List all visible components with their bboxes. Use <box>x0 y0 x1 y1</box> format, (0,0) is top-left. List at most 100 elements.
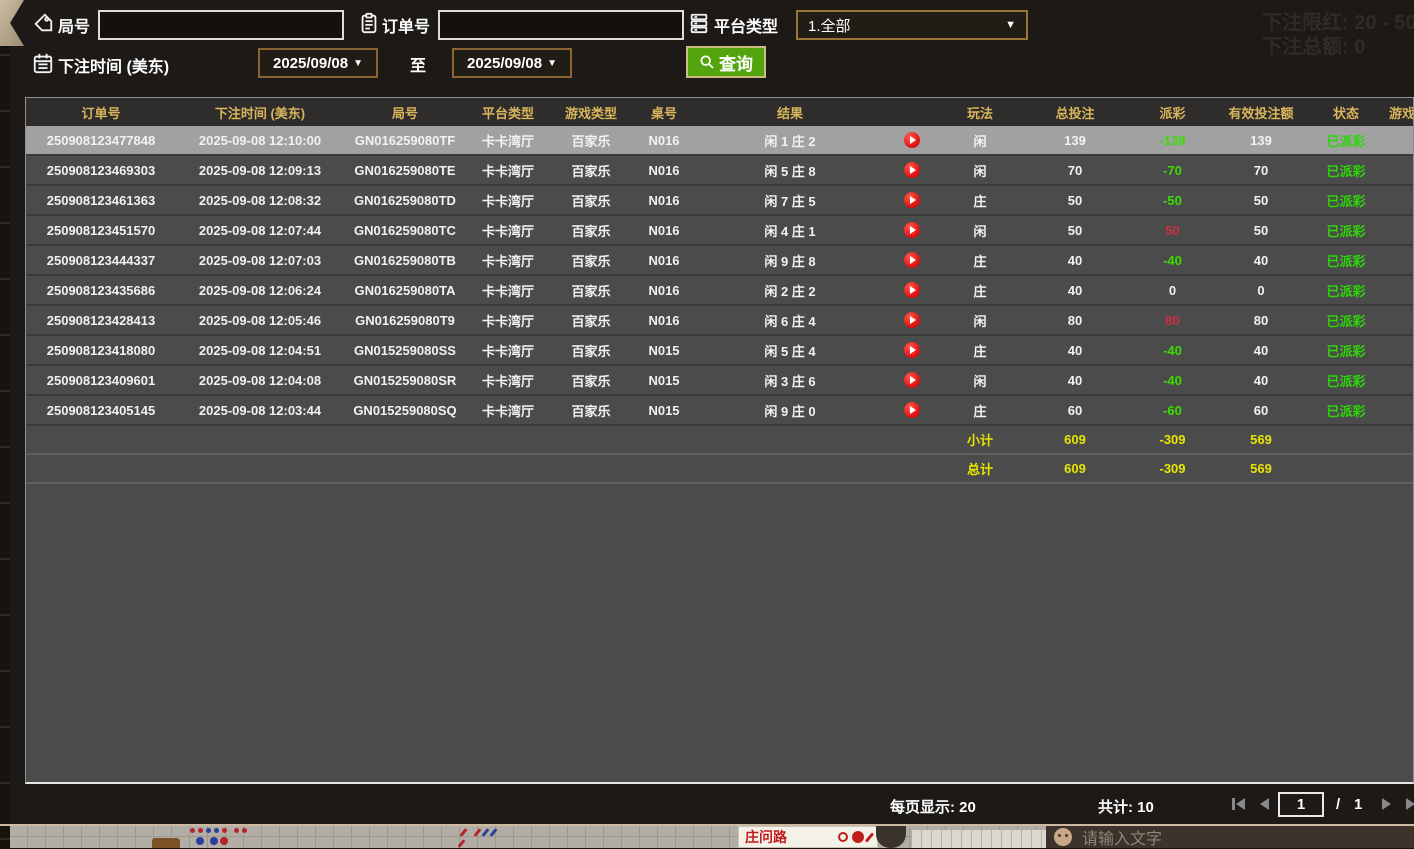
total-bet-cell: 50 <box>1067 222 1083 238</box>
payout-cell: -70 <box>1163 162 1182 178</box>
last-page-icon <box>1406 798 1414 810</box>
status-cell: 已派彩 <box>1326 373 1366 389</box>
replay-play-button[interactable] <box>904 252 920 268</box>
tag-icon <box>34 13 53 32</box>
replay-play-button[interactable] <box>904 162 920 178</box>
replay-play-button[interactable] <box>904 192 920 208</box>
table-row[interactable]: 250908123428413 2025-09-08 12:05:46 GN01… <box>26 306 1413 336</box>
table-no-cell: N015 <box>648 402 680 418</box>
replay-play-button[interactable] <box>904 402 920 418</box>
chat-input-bar[interactable]: 请输入文字 <box>1046 826 1414 848</box>
replay-play-button[interactable] <box>904 282 920 298</box>
play-type-cell: 庄 <box>973 253 987 269</box>
col-header: 有效投注额 <box>1228 105 1294 121</box>
subtotal-total: 609 <box>1064 432 1086 447</box>
table-body: 250908123477848 2025-09-08 12:10:00 GN01… <box>26 126 1413 426</box>
result-cell: 闲 4 庄 1 <box>764 223 816 239</box>
valid-bet-cell: 0 <box>1257 282 1265 298</box>
table-row[interactable]: 250908123418080 2025-09-08 12:04:51 GN01… <box>26 336 1413 366</box>
mini-roadmap-grid <box>912 830 1046 848</box>
col-header: 平台类型 <box>481 105 534 121</box>
col-header: 状态 <box>1332 105 1359 121</box>
first-page-icon <box>1236 798 1245 810</box>
valid-bet-cell: 60 <box>1253 402 1269 418</box>
result-cell: 闲 2 庄 2 <box>764 283 816 299</box>
chevron-down-icon: ▼ <box>1005 19 1016 31</box>
page-number-input[interactable] <box>1278 792 1324 817</box>
last-page-button[interactable] <box>1406 798 1414 810</box>
play-icon <box>910 316 916 324</box>
table-row[interactable]: 250908123409601 2025-09-08 12:04:08 GN01… <box>26 366 1413 396</box>
round-no-cell: GN016259080TC <box>354 222 456 238</box>
result-cell: 闲 1 庄 2 <box>764 133 816 149</box>
replay-play-button[interactable] <box>904 342 920 358</box>
prev-page-button[interactable] <box>1260 798 1269 810</box>
grand-total-row: 总计 609 -309 569 <box>26 455 1413 484</box>
status-cell: 已派彩 <box>1326 223 1366 239</box>
order-no-cell: 250908123435686 <box>46 282 156 298</box>
table-row[interactable]: 250908123469303 2025-09-08 12:09:13 GN01… <box>26 156 1413 186</box>
valid-bet-cell: 50 <box>1253 222 1269 238</box>
result-cell: 闲 9 庄 8 <box>764 253 816 269</box>
order-no-cell: 250908123451570 <box>46 222 156 238</box>
table-row[interactable]: 250908123477848 2025-09-08 12:10:00 GN01… <box>26 126 1413 156</box>
status-cell: 已派彩 <box>1326 313 1366 329</box>
game-type-cell: 百家乐 <box>571 283 611 299</box>
next-page-icon <box>1382 798 1391 810</box>
play-type-cell: 闲 <box>973 163 987 179</box>
prev-page-icon <box>1260 798 1269 810</box>
play-icon <box>910 256 916 264</box>
result-cell: 闲 9 庄 0 <box>764 403 816 419</box>
replay-play-button[interactable] <box>904 132 920 148</box>
page-size-text: 每页显示: 20 <box>890 799 976 816</box>
platform-type-select[interactable]: 1.全部 ▼ <box>796 10 1028 40</box>
date-from-picker[interactable]: 2025/09/08 ▼ <box>258 48 378 78</box>
play-type-cell: 闲 <box>973 133 987 149</box>
table-row[interactable]: 250908123461363 2025-09-08 12:08:32 GN01… <box>26 186 1413 216</box>
play-icon <box>910 196 916 204</box>
subtotal-payout: -309 <box>1159 432 1186 447</box>
table-no-cell: N016 <box>648 282 680 298</box>
table-row[interactable]: 250908123435686 2025-09-08 12:06:24 GN01… <box>26 276 1413 306</box>
play-icon <box>910 166 916 174</box>
status-cell: 已派彩 <box>1326 253 1366 269</box>
date-to-picker[interactable]: 2025/09/08 ▼ <box>452 48 572 78</box>
table-no-cell: N015 <box>648 372 680 388</box>
game-mode-cell: - <box>1385 223 1414 238</box>
table-row[interactable]: 250908123444337 2025-09-08 12:07:03 GN01… <box>26 246 1413 276</box>
avatar-circle <box>876 826 906 848</box>
first-page-button[interactable] <box>1232 798 1245 810</box>
next-page-button[interactable] <box>1382 798 1391 810</box>
game-mode-cell: - <box>1385 343 1414 358</box>
replay-play-button[interactable] <box>904 312 920 328</box>
col-header: 玩法 <box>966 105 993 121</box>
order-no-cell: 250908123428413 <box>46 312 156 328</box>
play-icon <box>910 346 916 354</box>
status-cell: 已派彩 <box>1326 283 1366 299</box>
replay-play-button[interactable] <box>904 372 920 388</box>
table-row[interactable]: 250908123405145 2025-09-08 12:03:44 GN01… <box>26 396 1413 426</box>
platform-cell: 卡卡湾厅 <box>481 343 534 359</box>
play-type-cell: 庄 <box>973 283 987 299</box>
game-type-cell: 百家乐 <box>571 133 611 149</box>
game-type-cell: 百家乐 <box>571 253 611 269</box>
order-no-input[interactable] <box>438 10 684 40</box>
game-mode-cell: - <box>1385 193 1414 208</box>
query-button-label: 查询 <box>719 54 753 74</box>
emoji-icon[interactable] <box>1054 828 1072 846</box>
table-row[interactable]: 250908123451570 2025-09-08 12:07:44 GN01… <box>26 216 1413 246</box>
replay-play-button[interactable] <box>904 222 920 238</box>
platform-cell: 卡卡湾厅 <box>481 163 534 179</box>
table-no-cell: N016 <box>648 252 680 268</box>
bet-time-cell: 2025-09-08 12:04:51 <box>198 342 322 358</box>
bet-time-cell: 2025-09-08 12:07:44 <box>198 222 322 238</box>
bet-time-cell: 2025-09-08 12:04:08 <box>198 372 322 388</box>
query-button[interactable]: 查询 <box>686 46 766 78</box>
play-icon <box>910 136 916 144</box>
chevron-down-icon: ▼ <box>547 57 557 69</box>
payout-cell: 80 <box>1165 312 1180 328</box>
grand-total-valid: 569 <box>1250 461 1272 476</box>
table-no-cell: N016 <box>648 132 680 148</box>
round-no-input[interactable] <box>98 10 344 40</box>
round-no-cell: GN016259080TD <box>354 192 456 208</box>
